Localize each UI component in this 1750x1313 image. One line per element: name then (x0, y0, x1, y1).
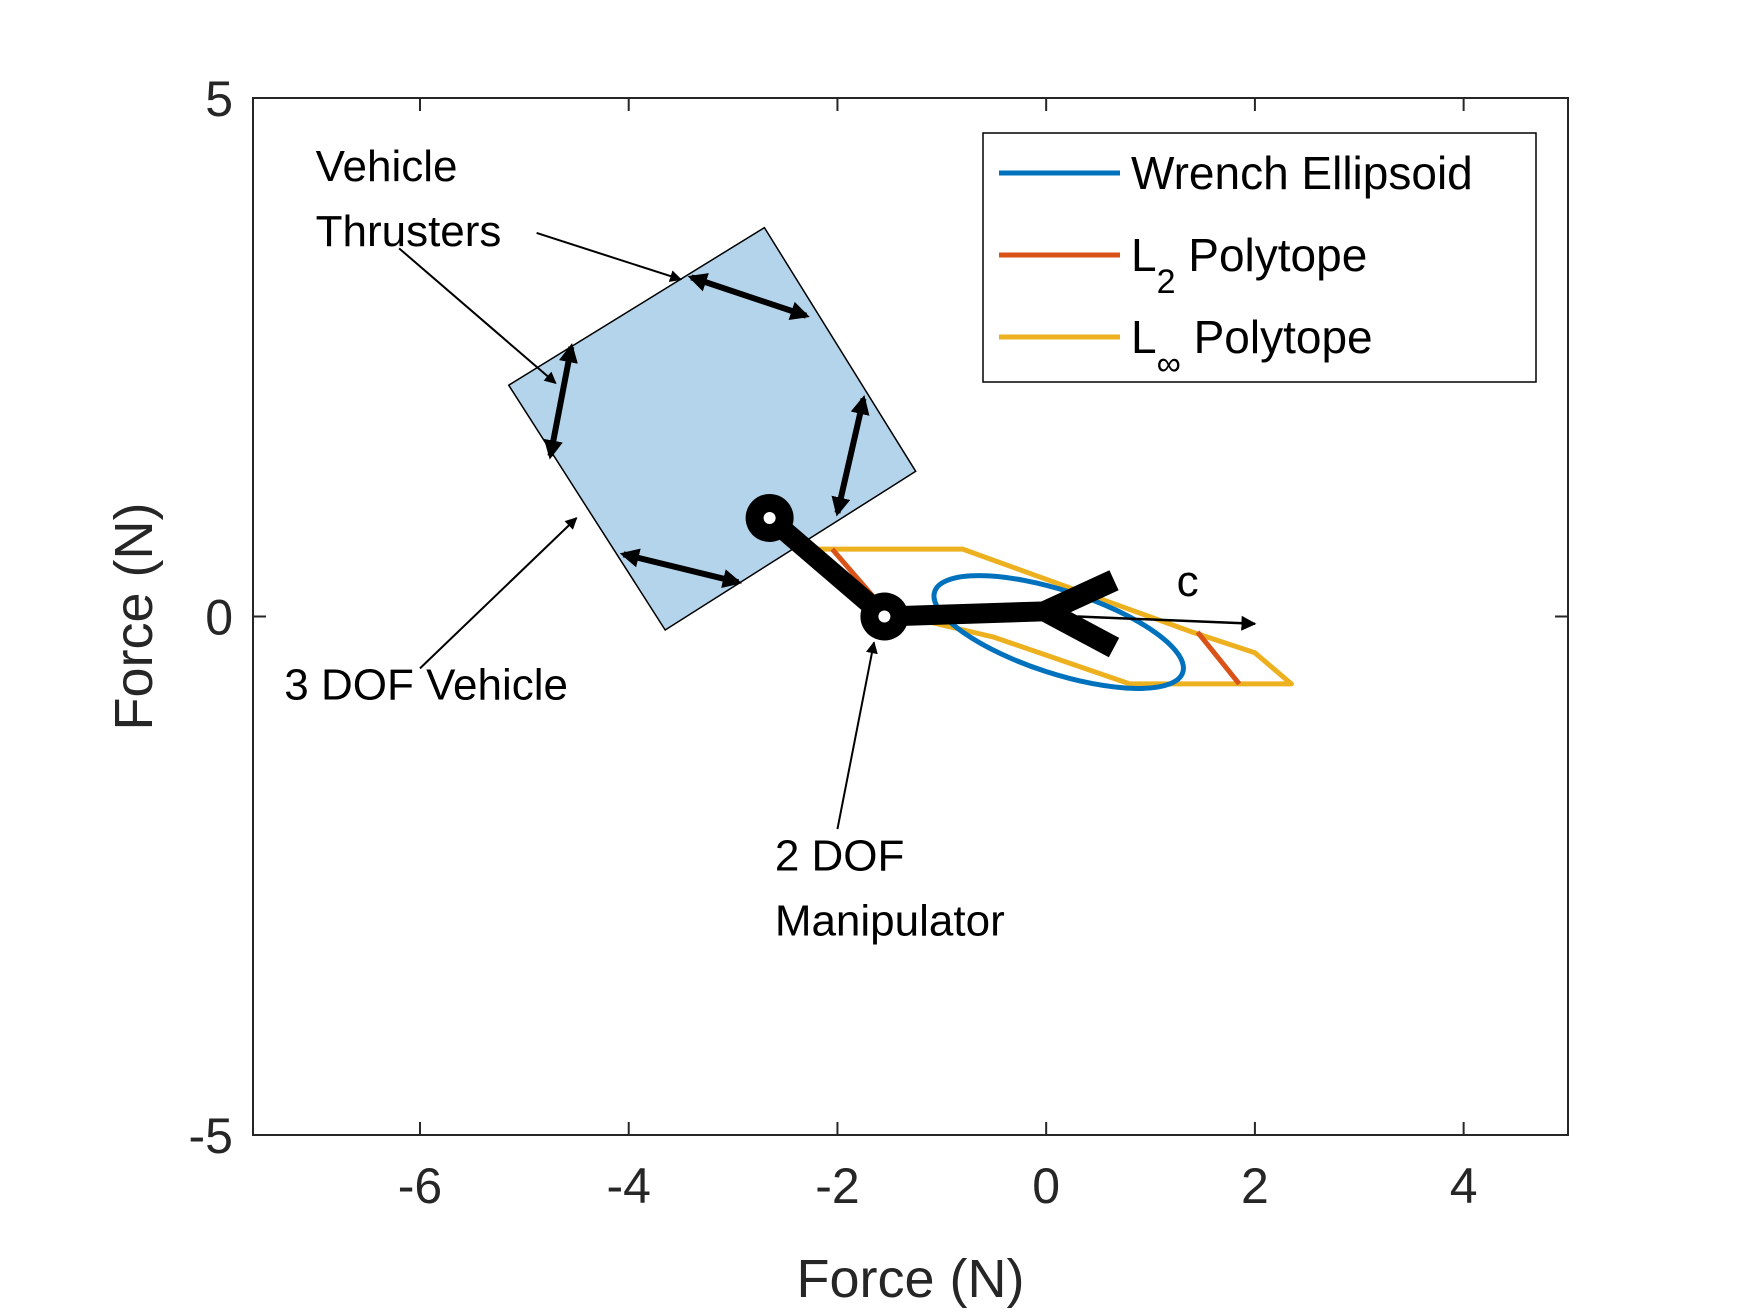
y-tick-label: 5 (205, 71, 233, 127)
legend: Wrench Ellipsoid L2 Polytope L∞ Polytope (982, 132, 1537, 383)
gripper-prong (1040, 601, 1120, 658)
thruster-arrow (831, 394, 870, 517)
thruster-arrow (687, 273, 810, 321)
wrench-ellipsoid (931, 573, 1186, 691)
x-tick-label: -6 (398, 1158, 442, 1214)
manipulator-link-2 (884, 601, 1047, 627)
legend-label: Wrench Ellipsoid (1131, 147, 1473, 199)
thruster-arrow (543, 343, 578, 460)
y-axis-label: Force (N) (104, 503, 164, 731)
y-tick-label: -5 (189, 1108, 233, 1164)
axis-ticks: -6 -4 -2 0 2 4 -5 0 5 (189, 71, 1568, 1214)
joint-center (878, 610, 891, 623)
joint-center (763, 511, 776, 524)
annotation-arrow (836, 641, 878, 830)
x-tick-label: 4 (1450, 1158, 1478, 1214)
annotation-arrow (536, 232, 683, 282)
annotation-arrow (398, 247, 557, 384)
y-tick-label: 0 (205, 590, 233, 646)
plot-area: c Vehicle Thrusters 3 DOF Vehicle 2 DOF Manip… (284, 142, 1294, 946)
annotation-text: 2 DOF (775, 832, 905, 881)
annotation-text: 3 DOF Vehicle (284, 660, 568, 709)
c-vector-arrow (1077, 615, 1257, 631)
legend-label: L∞ Polytope (1131, 311, 1373, 383)
x-tick-label: -2 (815, 1158, 859, 1214)
annotation-text: Thrusters (316, 207, 502, 256)
x-tick-label: 0 (1032, 1158, 1060, 1214)
manipulator-link-1 (759, 507, 895, 627)
x-tick-label: 2 (1241, 1158, 1269, 1214)
vehicle-body (507, 226, 917, 632)
x-axis-label: Force (N) (797, 1249, 1025, 1309)
annotation-text: Vehicle (316, 142, 458, 191)
c-vector-label: c (1177, 557, 1199, 606)
legend-label: L2 Polytope (1131, 229, 1367, 301)
annotation-text: Manipulator (775, 897, 1005, 946)
l2-polytope-edge (1195, 630, 1242, 686)
thruster-arrow (619, 548, 743, 588)
x-tick-label: -4 (606, 1158, 650, 1214)
annotation-arrow (419, 517, 578, 670)
